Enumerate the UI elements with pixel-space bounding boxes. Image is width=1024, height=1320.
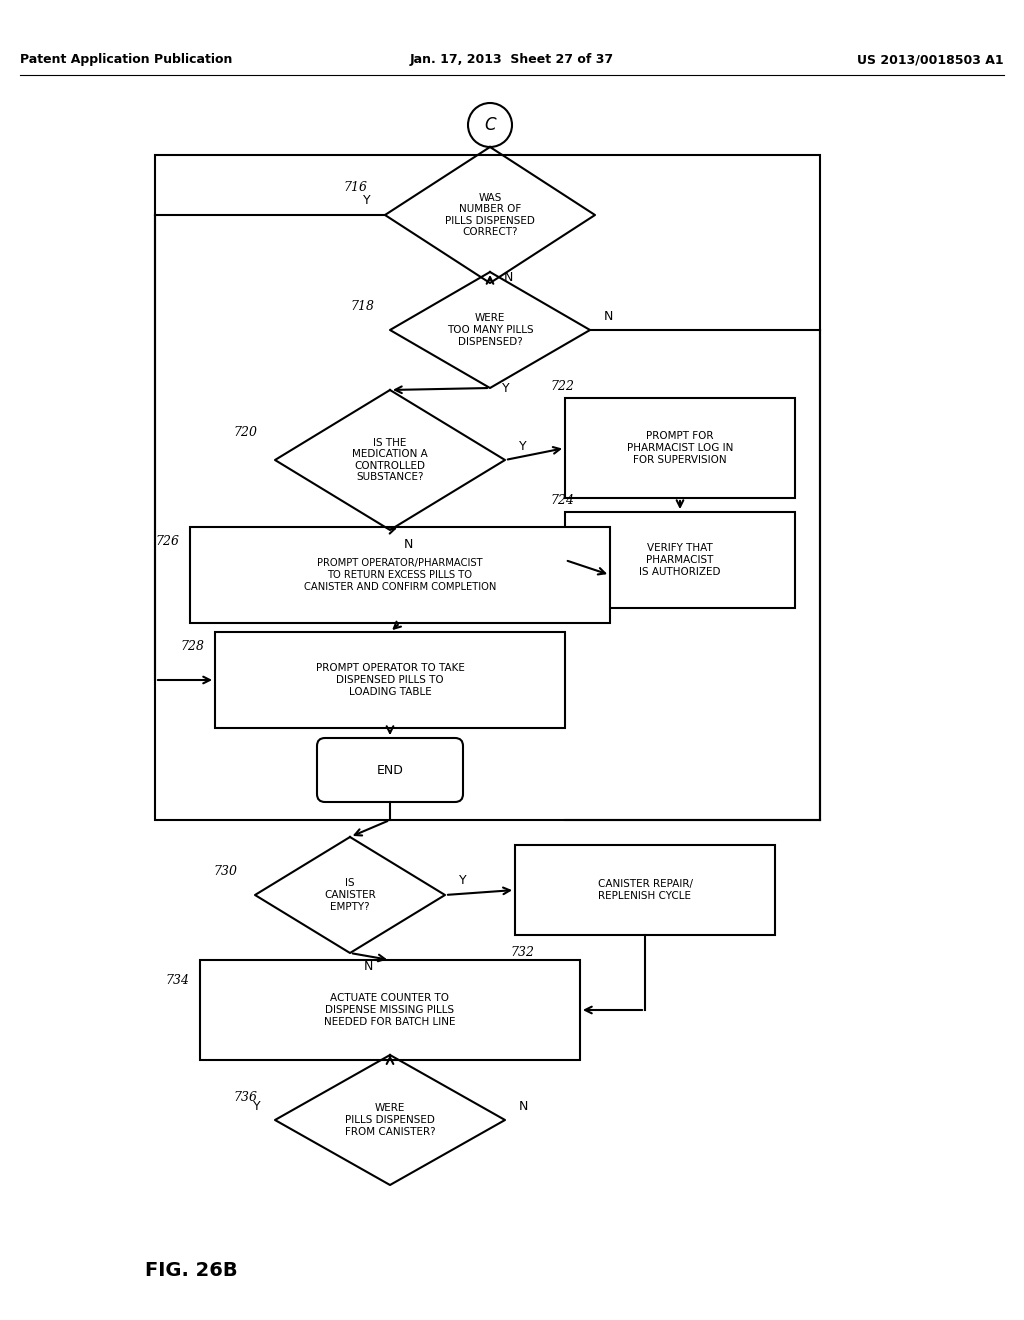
FancyBboxPatch shape [317, 738, 463, 803]
Text: Y: Y [459, 874, 467, 887]
Text: 716: 716 [343, 181, 367, 194]
Text: Y: Y [502, 383, 510, 396]
Bar [565, 399, 795, 498]
Text: N: N [364, 961, 373, 974]
Text: FIG. 26B: FIG. 26B [145, 1261, 238, 1279]
Text: PROMPT OPERATOR TO TAKE
DISPENSED PILLS TO
LOADING TABLE: PROMPT OPERATOR TO TAKE DISPENSED PILLS … [315, 664, 465, 697]
Text: IS THE
MEDICATION A
CONTROLLED
SUBSTANCE?: IS THE MEDICATION A CONTROLLED SUBSTANCE… [352, 438, 428, 482]
Text: 718: 718 [350, 300, 374, 313]
Text: 728: 728 [180, 640, 204, 653]
Text: 726: 726 [155, 535, 179, 548]
Text: ACTUATE COUNTER TO
DISPENSE MISSING PILLS
NEEDED FOR BATCH LINE: ACTUATE COUNTER TO DISPENSE MISSING PILL… [325, 994, 456, 1027]
Text: CANISTER REPAIR/
REPLENISH CYCLE: CANISTER REPAIR/ REPLENISH CYCLE [597, 879, 692, 900]
Text: 724: 724 [550, 494, 574, 507]
Bar [190, 527, 610, 623]
Text: WAS
NUMBER OF
PILLS DISPENSED
CORRECT?: WAS NUMBER OF PILLS DISPENSED CORRECT? [445, 193, 535, 238]
Text: Y: Y [519, 440, 526, 453]
Text: US 2013/0018503 A1: US 2013/0018503 A1 [857, 54, 1004, 66]
Text: N: N [403, 537, 413, 550]
Text: 732: 732 [510, 946, 534, 960]
Bar [565, 512, 795, 609]
Text: 736: 736 [233, 1090, 257, 1104]
Text: Y: Y [253, 1100, 261, 1113]
Text: Patent Application Publication: Patent Application Publication [20, 54, 232, 66]
Text: N: N [603, 309, 612, 322]
Text: PROMPT OPERATOR/PHARMACIST
TO RETURN EXCESS PILLS TO
CANISTER AND CONFIRM COMPLE: PROMPT OPERATOR/PHARMACIST TO RETURN EXC… [304, 558, 497, 591]
Text: Jan. 17, 2013  Sheet 27 of 37: Jan. 17, 2013 Sheet 27 of 37 [410, 54, 614, 66]
Text: N: N [518, 1100, 527, 1113]
Text: N: N [504, 271, 513, 284]
Text: END: END [377, 763, 403, 776]
Text: WERE
TOO MANY PILLS
DISPENSED?: WERE TOO MANY PILLS DISPENSED? [446, 313, 534, 347]
Text: C: C [484, 116, 496, 135]
Text: IS
CANISTER
EMPTY?: IS CANISTER EMPTY? [325, 878, 376, 912]
Bar [200, 960, 580, 1060]
Text: Y: Y [364, 194, 371, 207]
Text: 720: 720 [233, 425, 257, 438]
Bar [155, 154, 820, 820]
Text: 722: 722 [550, 380, 574, 392]
Text: WERE
PILLS DISPENSED
FROM CANISTER?: WERE PILLS DISPENSED FROM CANISTER? [345, 1104, 435, 1137]
Text: 730: 730 [213, 866, 237, 878]
Text: 734: 734 [165, 974, 189, 986]
Bar [515, 845, 775, 935]
Text: PROMPT FOR
PHARMACIST LOG IN
FOR SUPERVISION: PROMPT FOR PHARMACIST LOG IN FOR SUPERVI… [627, 432, 733, 465]
Bar [215, 632, 565, 729]
Text: VERIFY THAT
PHARMACIST
IS AUTHORIZED: VERIFY THAT PHARMACIST IS AUTHORIZED [639, 544, 721, 577]
